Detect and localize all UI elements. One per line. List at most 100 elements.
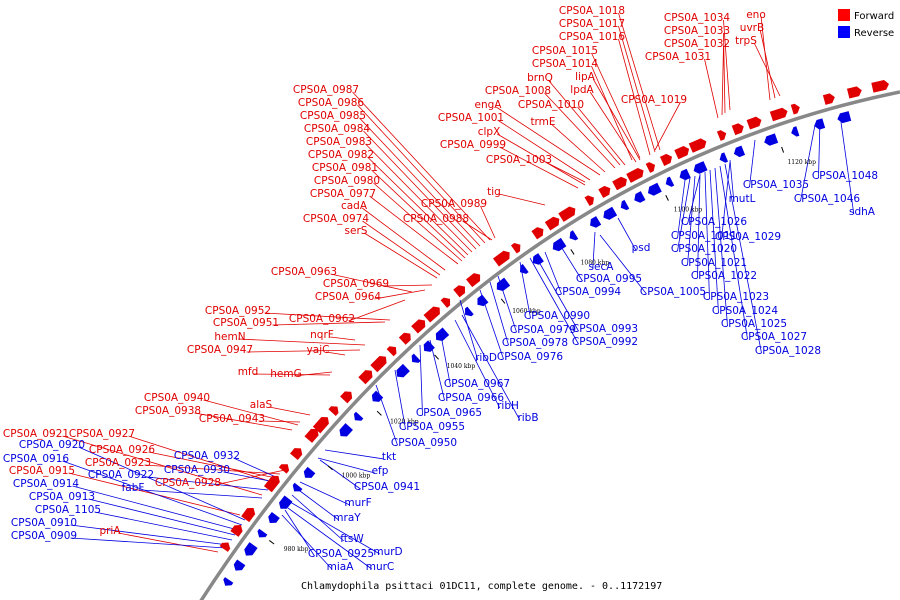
gene-label[interactable]: CPS0A_0992 (572, 336, 638, 348)
gene-label[interactable]: CPS0A_1048 (812, 170, 878, 182)
reverse-gene-arrow[interactable] (353, 411, 364, 421)
forward-gene-arrow[interactable] (731, 123, 744, 136)
gene-label[interactable]: CPS0A_0922 (88, 469, 154, 481)
gene-label[interactable]: CPS0A_1021 (681, 257, 747, 269)
gene-label[interactable]: CPS0A_0951 (213, 317, 279, 329)
forward-gene-arrow[interactable] (328, 406, 339, 416)
gene-label[interactable]: CPS0A_1022 (691, 270, 757, 282)
gene-label[interactable]: clpX (478, 126, 501, 138)
gene-label[interactable]: hemG (270, 368, 301, 380)
forward-gene-arrow[interactable] (659, 153, 673, 166)
reverse-gene-arrow[interactable] (233, 559, 246, 571)
gene-label[interactable]: CPS0A_0974 (303, 213, 369, 225)
gene-label[interactable]: uvrB (740, 22, 764, 34)
gene-label[interactable]: CPS0A_1024 (712, 305, 778, 317)
reverse-gene-arrow[interactable] (733, 145, 746, 158)
gene-label[interactable]: CPS0A_0923 (85, 457, 151, 469)
reverse-gene-arrow[interactable] (396, 363, 410, 378)
gene-label[interactable]: CPS0A_1017 (559, 18, 625, 30)
gene-label[interactable]: CPS0A_0941 (354, 481, 420, 493)
gene-label[interactable]: ribB (517, 412, 538, 424)
reverse-gene-arrow[interactable] (647, 182, 662, 196)
reverse-gene-arrow[interactable] (465, 306, 474, 317)
forward-gene-arrow[interactable] (510, 243, 521, 254)
reverse-gene-arrow[interactable] (693, 161, 708, 174)
reverse-gene-arrow[interactable] (590, 216, 602, 228)
gene-label[interactable]: engA (475, 99, 503, 111)
gene-label[interactable]: CPS0A_1003 (486, 154, 552, 166)
gene-label[interactable]: CPS0A_1033 (664, 25, 730, 37)
reverse-gene-arrow[interactable] (603, 206, 618, 220)
forward-gene-arrow[interactable] (230, 525, 243, 537)
forward-gene-arrow[interactable] (688, 138, 707, 153)
gene-label[interactable]: sdhA (849, 206, 876, 218)
reverse-gene-arrow[interactable] (552, 237, 567, 252)
gene-label[interactable]: CPS0A_0990 (524, 310, 590, 322)
gene-label[interactable]: serS (345, 225, 368, 237)
gene-label[interactable]: trpS (735, 35, 757, 47)
gene-label[interactable]: CPS0A_0927 (69, 428, 135, 440)
reverse-gene-arrow[interactable] (244, 542, 258, 556)
gene-label[interactable]: CPS0A_0916 (3, 453, 69, 465)
forward-gene-arrow[interactable] (544, 216, 560, 231)
gene-label[interactable]: CPS0A_1019 (621, 94, 687, 106)
gene-label[interactable]: trmE (530, 116, 555, 128)
gene-label[interactable]: CPS0A_0987 (293, 84, 359, 96)
forward-gene-arrow[interactable] (386, 346, 397, 357)
reverse-gene-arrow[interactable] (719, 152, 729, 163)
gene-label[interactable]: ftsW (340, 533, 364, 545)
gene-label[interactable]: CPS0A_0967 (444, 378, 510, 390)
reverse-gene-arrow[interactable] (496, 277, 511, 292)
gene-label[interactable]: CPS0A_1105 (35, 504, 101, 516)
forward-gene-arrow[interactable] (241, 507, 256, 523)
gene-label[interactable]: CPS0A_1032 (664, 38, 730, 50)
forward-gene-arrow[interactable] (674, 145, 690, 160)
reverse-gene-arrow[interactable] (303, 466, 316, 478)
gene-label[interactable]: CPS0A_1023 (703, 291, 769, 303)
gene-label[interactable]: mutL (729, 193, 756, 205)
gene-label[interactable]: ribH (497, 400, 519, 412)
gene-label[interactable]: CPS0A_0938 (135, 405, 201, 417)
forward-gene-arrow[interactable] (746, 116, 762, 130)
gene-label[interactable]: secA (589, 261, 615, 273)
reverse-gene-arrow[interactable] (411, 353, 421, 363)
forward-gene-arrow[interactable] (398, 332, 411, 345)
reverse-gene-arrow[interactable] (665, 176, 675, 187)
gene-label[interactable]: CPS0A_1035 (743, 179, 809, 191)
gene-label[interactable]: CPS0A_0947 (187, 344, 253, 356)
reverse-gene-arrow[interactable] (477, 294, 489, 307)
gene-label[interactable]: CPS0A_0928 (155, 477, 221, 489)
gene-label[interactable]: CPS0A_0969 (323, 278, 389, 290)
gene-label[interactable]: CPS0A_1011 (671, 230, 737, 242)
reverse-gene-arrow[interactable] (814, 118, 826, 130)
gene-label[interactable]: CPS0A_1029 (715, 231, 781, 243)
gene-label[interactable]: CPS0A_1001 (438, 112, 504, 124)
forward-gene-arrow[interactable] (846, 86, 862, 99)
gene-label[interactable]: CPS0A_0909 (11, 530, 77, 542)
gene-label[interactable]: priA (99, 525, 121, 537)
reverse-gene-arrow[interactable] (679, 168, 691, 181)
gene-label[interactable]: CPS0A_0943 (199, 413, 265, 425)
gene-label[interactable]: CPS0A_0925 (308, 548, 374, 560)
gene-label[interactable]: CPS0A_0952 (205, 305, 271, 317)
gene-label[interactable]: murC (366, 561, 395, 573)
forward-gene-arrow[interactable] (312, 416, 329, 434)
gene-label[interactable]: CPS0A_0963 (271, 266, 337, 278)
gene-label[interactable]: alaS (250, 399, 273, 411)
reverse-gene-arrow[interactable] (268, 511, 280, 523)
reverse-gene-arrow[interactable] (569, 230, 579, 241)
forward-gene-arrow[interactable] (493, 250, 510, 267)
forward-gene-arrow[interactable] (340, 391, 353, 404)
forward-gene-arrow[interactable] (453, 285, 466, 298)
forward-gene-arrow[interactable] (411, 319, 426, 334)
gene-label[interactable]: CPS0A_0964 (315, 291, 381, 303)
gene-label[interactable]: brnQ (527, 72, 553, 84)
forward-gene-arrow[interactable] (440, 297, 451, 308)
gene-label[interactable]: CPS0A_0977 (310, 188, 376, 200)
gene-label[interactable]: tig (487, 186, 501, 198)
gene-label[interactable]: lpdA (570, 84, 594, 96)
gene-label[interactable]: CPS0A_0989 (421, 198, 487, 210)
gene-label[interactable]: mfd (238, 366, 259, 378)
forward-gene-arrow[interactable] (769, 107, 788, 122)
forward-gene-arrow[interactable] (584, 195, 594, 206)
